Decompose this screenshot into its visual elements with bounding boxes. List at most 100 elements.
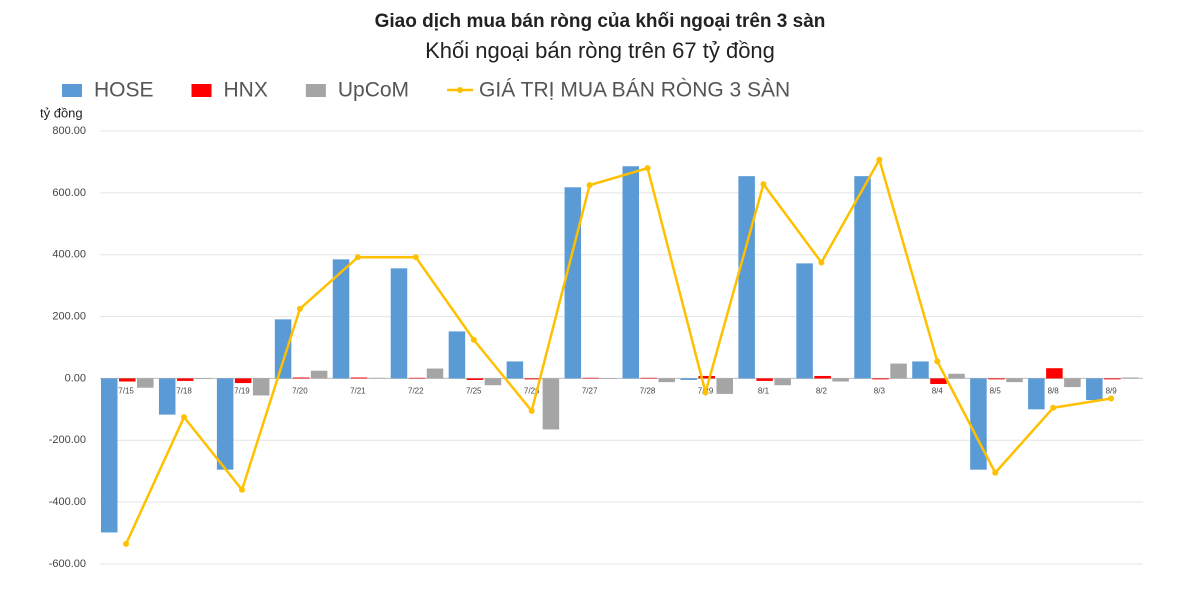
x-tick-label: 8/8 [1048,387,1060,396]
line-point [876,156,883,163]
x-tick-label: 7/22 [408,387,424,396]
legend-label: UpCoM [338,79,409,102]
bar [1064,378,1081,388]
bar [930,378,947,384]
line [124,156,1112,545]
line-point [702,389,709,396]
legend-swatch [305,84,326,97]
line-point [992,469,999,476]
bar [101,378,118,533]
bar [408,377,426,379]
line-point [412,254,419,261]
x-tick-label: 7/18 [176,387,192,396]
legend-swatch [191,84,212,97]
legend-label: HOSE [94,79,154,102]
chart-subtitle: Khối ngoại bán ròng trên 67 tỷ đồng [425,38,775,63]
x-tick-label: 7/19 [234,387,250,396]
bar [640,377,658,379]
line-point [528,407,535,414]
line-point [934,358,941,365]
bar [448,331,466,379]
bar [564,187,582,379]
y-tick-label: -600.00 [49,558,86,570]
bar [176,378,194,381]
bar [484,378,502,386]
bar [872,378,889,380]
bar [890,363,907,379]
bar [680,378,697,380]
line-point [1108,395,1115,402]
x-tick-label: 8/4 [932,387,944,396]
x-tick-label: 7/27 [582,387,598,396]
bar [1006,378,1023,383]
x-tick-label: 8/1 [758,387,770,396]
bar [658,378,676,383]
legend-label: HNX [224,79,268,102]
bar [119,378,136,382]
bar [796,263,813,379]
y-tick-label: 800.00 [52,125,86,137]
line-point [644,165,651,172]
bar [194,378,212,380]
chart-title: Giao dịch mua bán ròng của khối ngoại tr… [375,11,826,32]
line-point [586,182,593,189]
bar [1028,378,1045,410]
x-tick-label: 7/28 [640,387,656,396]
bar [524,378,542,380]
bar [292,377,310,379]
x-tick-label: 8/5 [990,387,1002,396]
line-point [181,414,188,421]
legend-swatch [457,87,464,93]
y-axis-label: tỷ đồng [40,105,83,120]
line-point [470,336,477,343]
y-tick-label: 0.00 [65,372,86,384]
x-tick-label: 8/2 [816,387,828,396]
bar [1122,377,1139,379]
legend-swatch [62,84,82,97]
line-point [238,486,245,493]
bar [310,370,328,379]
y-tick-label: -400.00 [49,496,86,508]
bar [912,361,929,379]
bar [426,368,444,379]
bar [698,375,715,379]
bar [506,361,524,379]
x-tick-label: 7/25 [466,387,482,396]
bar [1104,378,1121,380]
x-tick-label: 7/21 [350,387,366,396]
y-tick-label: 400.00 [52,249,86,261]
line-point [296,305,303,312]
legend-label: GIÁ TRỊ MUA BÁN RÒNG 3 SÀN [479,79,790,102]
bar [814,375,831,379]
bar [988,378,1005,380]
x-tick-label: 8/9 [1106,387,1118,396]
bar [390,268,408,379]
line-point [1050,404,1057,411]
bar [854,176,871,379]
bar [582,377,600,379]
bar [234,378,252,384]
bar [756,378,773,381]
x-tick-label: 7/15 [118,387,134,396]
y-tick-label: -200.00 [49,434,86,446]
bar [774,378,791,386]
bar [350,377,368,379]
bar [274,319,292,379]
bar [738,176,755,379]
bar [622,166,640,379]
bar [466,378,484,380]
bar [1046,368,1063,379]
line-point [123,540,130,547]
bar [252,378,270,396]
bar [716,378,733,394]
bar [832,378,849,382]
line-point [818,259,825,266]
x-tick-label: 8/3 [874,387,886,396]
bar [216,378,234,470]
bar [158,378,176,415]
bar [600,378,618,379]
y-tick-label: 200.00 [52,310,86,322]
line-point [354,254,361,261]
bar [137,378,154,388]
